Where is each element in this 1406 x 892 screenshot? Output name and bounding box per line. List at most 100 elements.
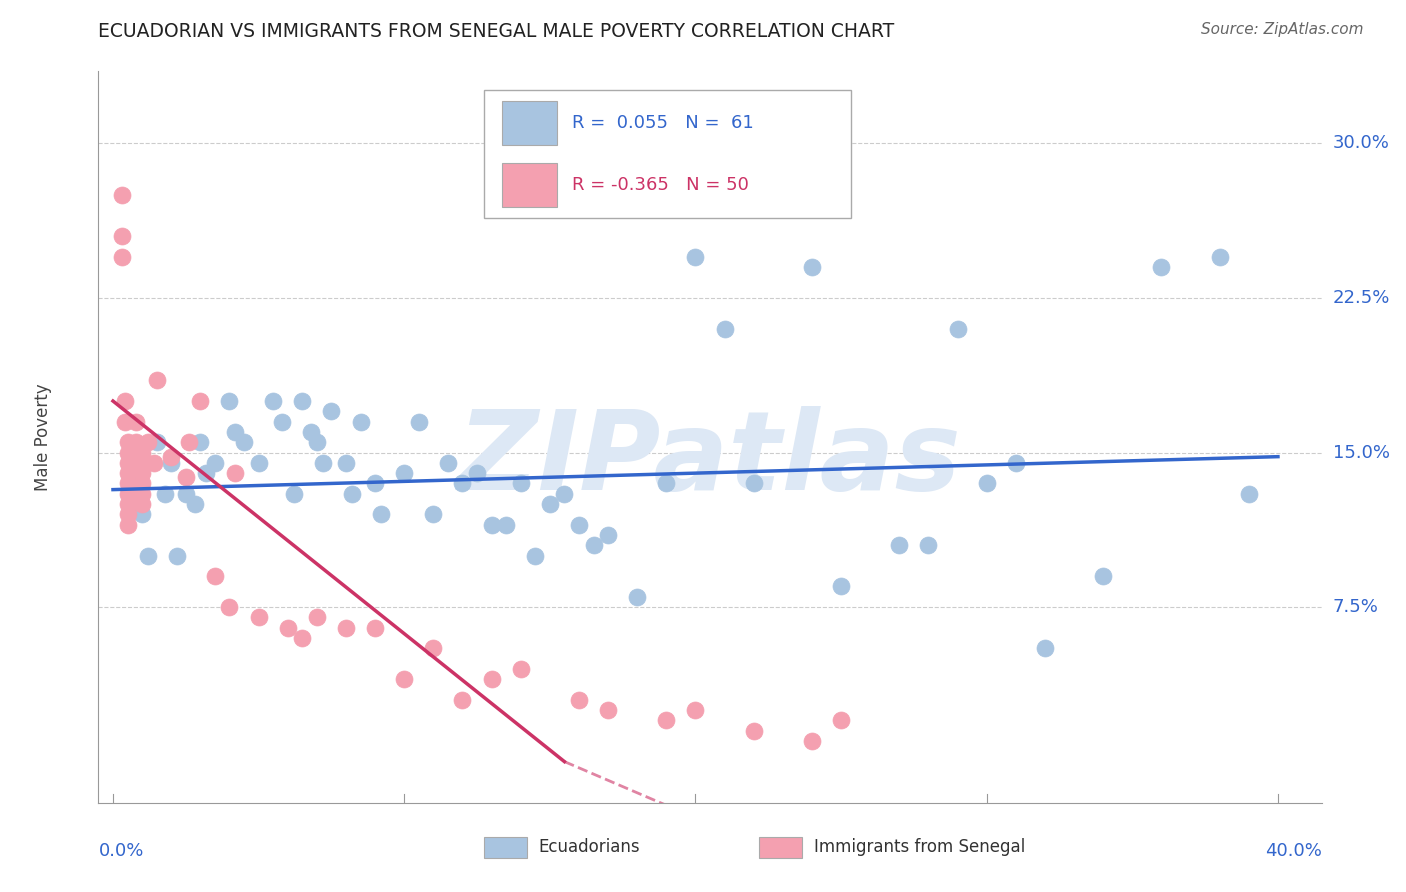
Point bbox=[408, 415, 430, 429]
Point bbox=[801, 260, 824, 274]
Point bbox=[174, 470, 197, 484]
Text: 22.5%: 22.5% bbox=[1333, 289, 1391, 307]
Point bbox=[204, 569, 226, 583]
Point bbox=[117, 487, 139, 501]
Text: ECUADORIAN VS IMMIGRANTS FROM SENEGAL MALE POVERTY CORRELATION CHART: ECUADORIAN VS IMMIGRANTS FROM SENEGAL MA… bbox=[98, 22, 894, 41]
Point bbox=[1150, 260, 1173, 274]
Point bbox=[136, 435, 159, 450]
FancyBboxPatch shape bbox=[502, 101, 557, 145]
Point bbox=[111, 229, 134, 244]
Point bbox=[364, 476, 387, 491]
Point bbox=[394, 466, 416, 480]
Point bbox=[117, 508, 139, 522]
Point bbox=[218, 600, 240, 615]
Point bbox=[626, 590, 648, 604]
Point bbox=[889, 538, 911, 552]
Point bbox=[125, 435, 148, 450]
Point bbox=[422, 508, 444, 522]
Point bbox=[742, 476, 765, 491]
Point bbox=[1033, 641, 1056, 656]
Point bbox=[114, 394, 136, 409]
Point bbox=[1004, 456, 1026, 470]
Point bbox=[801, 734, 824, 748]
Point bbox=[481, 672, 503, 686]
Point bbox=[685, 703, 707, 717]
Point bbox=[117, 445, 139, 459]
Text: 15.0%: 15.0% bbox=[1333, 443, 1389, 461]
Text: 40.0%: 40.0% bbox=[1265, 842, 1322, 860]
Point bbox=[370, 508, 392, 522]
Point bbox=[582, 538, 605, 552]
Point bbox=[349, 415, 371, 429]
Point bbox=[335, 456, 357, 470]
Point bbox=[394, 672, 416, 686]
Point bbox=[976, 476, 998, 491]
Point bbox=[299, 425, 322, 439]
Point bbox=[509, 662, 531, 676]
Point bbox=[713, 322, 735, 336]
Point bbox=[131, 508, 153, 522]
Point bbox=[917, 538, 939, 552]
Point bbox=[538, 497, 561, 511]
Point bbox=[224, 425, 246, 439]
Point bbox=[204, 456, 226, 470]
Point bbox=[451, 693, 474, 707]
Point bbox=[145, 435, 167, 450]
Point bbox=[291, 631, 314, 645]
Point bbox=[183, 497, 205, 511]
Point bbox=[125, 415, 148, 429]
Point bbox=[111, 250, 134, 264]
Point bbox=[946, 322, 969, 336]
Point bbox=[495, 517, 517, 532]
Point bbox=[598, 703, 620, 717]
Point bbox=[142, 456, 165, 470]
Point bbox=[131, 466, 153, 480]
Text: Immigrants from Senegal: Immigrants from Senegal bbox=[814, 838, 1025, 856]
Point bbox=[598, 528, 620, 542]
Point bbox=[1237, 487, 1260, 501]
Point bbox=[188, 394, 212, 409]
Text: Male Poverty: Male Poverty bbox=[34, 384, 52, 491]
Point bbox=[465, 466, 488, 480]
Point bbox=[131, 487, 153, 501]
Point bbox=[131, 476, 153, 491]
Point bbox=[174, 487, 197, 501]
Text: 7.5%: 7.5% bbox=[1333, 598, 1379, 616]
Point bbox=[509, 476, 531, 491]
Point bbox=[451, 476, 474, 491]
Point bbox=[247, 456, 270, 470]
Point bbox=[166, 549, 188, 563]
Point bbox=[114, 415, 136, 429]
Point bbox=[553, 487, 575, 501]
Point bbox=[247, 610, 270, 624]
Point bbox=[335, 621, 357, 635]
Point bbox=[1208, 250, 1232, 264]
Point bbox=[125, 476, 148, 491]
Point bbox=[177, 435, 200, 450]
Point bbox=[568, 693, 591, 707]
Point bbox=[364, 621, 387, 635]
Point bbox=[160, 456, 183, 470]
Point bbox=[233, 435, 256, 450]
Point bbox=[655, 714, 678, 728]
Point bbox=[111, 188, 134, 202]
Point bbox=[145, 373, 167, 387]
Point bbox=[117, 517, 139, 532]
Point bbox=[117, 466, 139, 480]
Point bbox=[742, 723, 765, 738]
FancyBboxPatch shape bbox=[502, 162, 557, 207]
Point bbox=[305, 610, 328, 624]
Point bbox=[524, 549, 547, 563]
Point bbox=[437, 456, 460, 470]
Text: 0.0%: 0.0% bbox=[98, 842, 143, 860]
Point bbox=[224, 466, 246, 480]
Point bbox=[685, 250, 707, 264]
Point bbox=[340, 487, 363, 501]
Point bbox=[283, 487, 305, 501]
Point bbox=[311, 456, 335, 470]
Point bbox=[136, 549, 159, 563]
Point bbox=[160, 450, 183, 464]
Point bbox=[188, 435, 212, 450]
Text: ZIPatlas: ZIPatlas bbox=[458, 406, 962, 513]
Point bbox=[655, 476, 678, 491]
